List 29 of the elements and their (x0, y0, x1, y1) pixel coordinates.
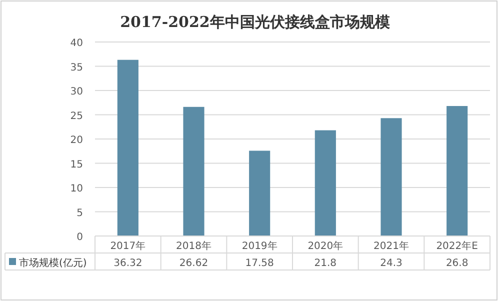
y-tick-label: 30 (70, 86, 83, 98)
x-tick-label: 2019年 (242, 240, 278, 252)
x-tick-label: 2017年 (110, 240, 146, 252)
bar (117, 60, 138, 236)
bar (446, 106, 468, 236)
bar (314, 130, 336, 236)
bar (249, 150, 270, 236)
chart-title: 2017-2022年中国光伏接线盒市场规模 (120, 13, 391, 31)
y-tick-label: 5 (76, 208, 83, 219)
y-tick-label: 0 (76, 232, 83, 243)
y-tick-label: 10 (70, 184, 83, 194)
x-tick-label: 2018年 (176, 240, 212, 252)
bar (380, 118, 402, 236)
y-tick-label: 20 (70, 135, 83, 146)
y-tick-label: 25 (70, 110, 83, 122)
x-tick-label: 2020年 (308, 240, 344, 252)
x-tick-label: 2021年 (374, 240, 409, 252)
data-label: 24.3 (380, 258, 402, 269)
data-label: 36.32 (114, 258, 142, 269)
x-tick-label: 2022年E (436, 240, 478, 252)
data-label: 26.8 (446, 258, 468, 269)
data-label: 26.62 (179, 258, 208, 269)
data-label: 17.58 (245, 258, 274, 269)
y-tick-label: 35 (70, 62, 83, 74)
y-tick-label: 40 (70, 38, 83, 49)
legend-label: 市场规模(亿元) (19, 257, 87, 269)
data-label: 21.8 (314, 258, 337, 269)
y-tick-label: 15 (70, 159, 83, 170)
bar (183, 106, 204, 236)
